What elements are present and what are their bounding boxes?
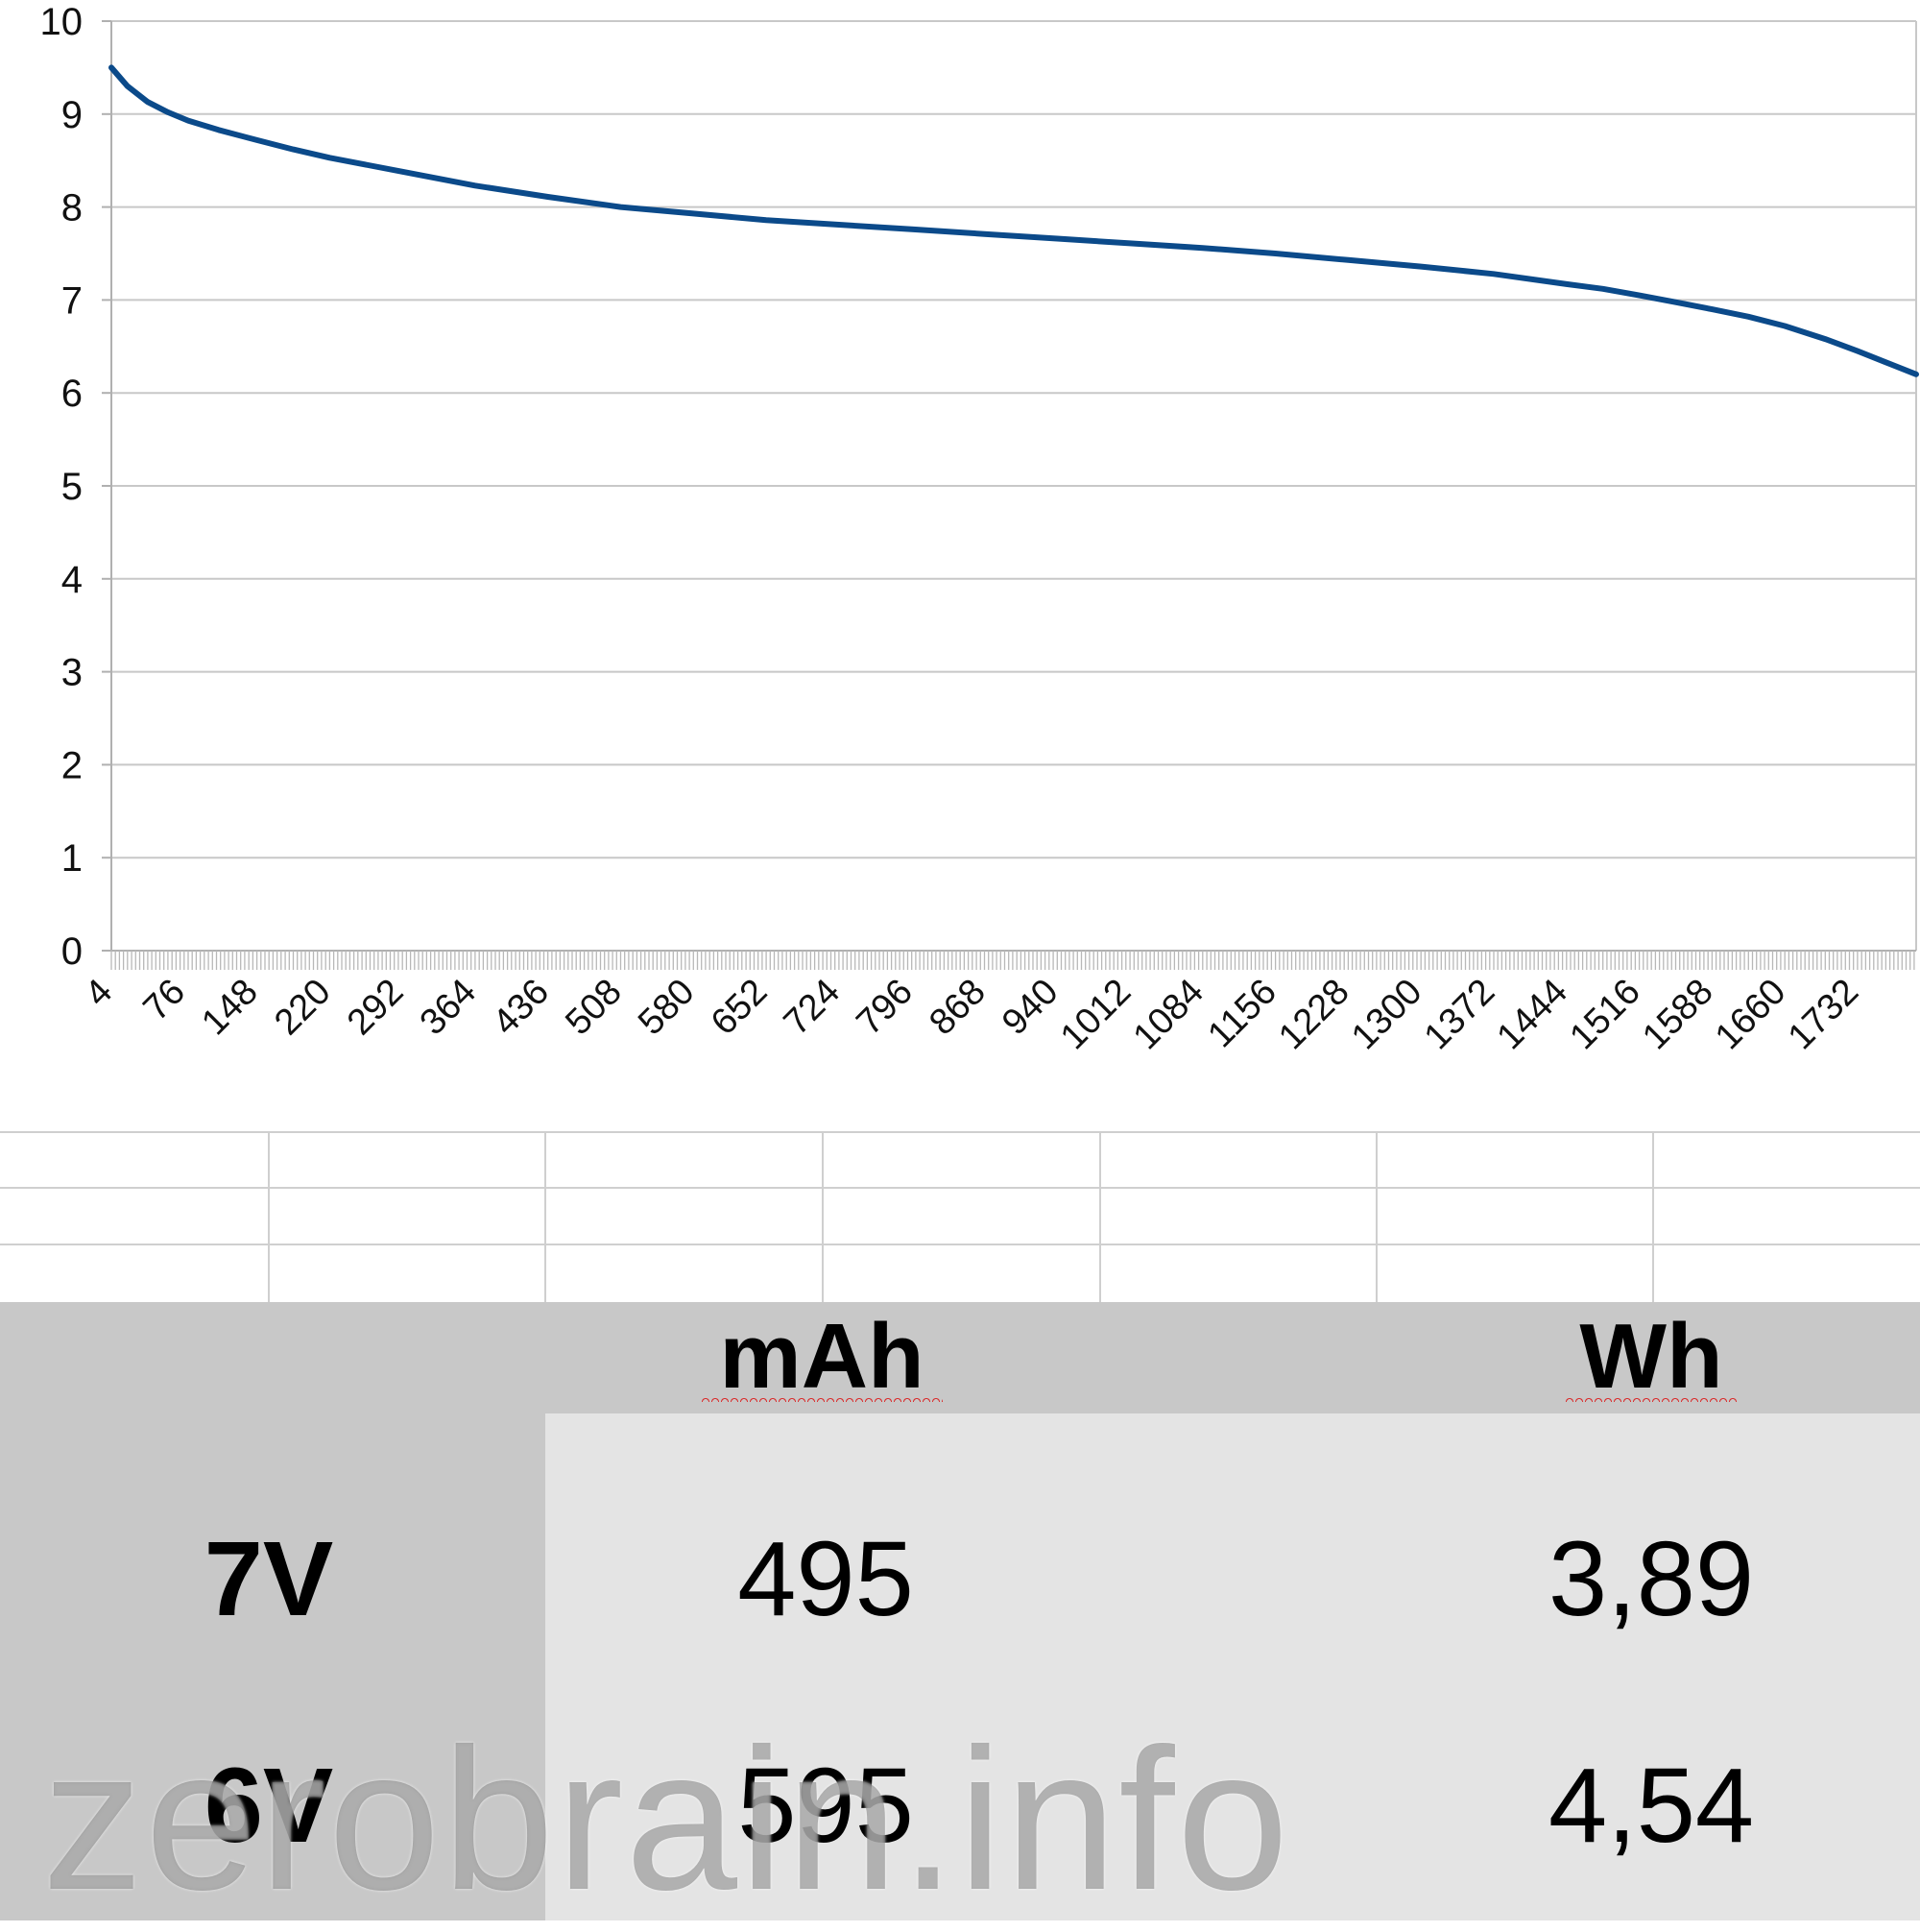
- y-tick-label: 5: [61, 466, 83, 508]
- header-mah-text: mAh: [719, 1305, 924, 1408]
- capacity-summary-table: mAh Wh 7V 495 3,89 6V 595 4,54: [0, 1302, 1920, 1920]
- sheet-row-line: [0, 1244, 1920, 1245]
- y-axis-tick-labels: 0 1 2 3 4 5 6 7 8 9 10: [40, 1, 84, 973]
- y-tick-label: 6: [61, 373, 83, 415]
- sheet-row-line: [0, 1187, 1920, 1189]
- table-label-column: [0, 1413, 545, 1920]
- row-6v-mah[interactable]: 595: [737, 1747, 914, 1865]
- x-tick-label: 76: [135, 972, 193, 1029]
- x-tick-label: 868: [922, 972, 994, 1044]
- y-tick-label: 7: [61, 279, 83, 322]
- sheet-column-line: [1376, 1131, 1378, 1302]
- chart-x-minor-ticks: [102, 20, 1915, 970]
- sheet-column-line: [822, 1131, 824, 1302]
- y-tick-label: 1: [61, 837, 83, 880]
- row-7v-mah[interactable]: 495: [737, 1520, 914, 1638]
- spellcheck-underline: [701, 1394, 943, 1402]
- sheet-column-line: [1652, 1131, 1654, 1302]
- x-tick-label: 1228: [1271, 972, 1356, 1057]
- x-tick-label: 1444: [1490, 972, 1575, 1057]
- spellcheck-underline: [1565, 1394, 1738, 1402]
- sheet-row-line: [0, 1131, 1920, 1133]
- table-value-area: [545, 1413, 1920, 1920]
- sheet-column-line: [544, 1131, 546, 1302]
- chart-series: [108, 64, 1919, 377]
- x-tick-label: 1516: [1562, 972, 1647, 1057]
- x-tick-label: 796: [849, 972, 921, 1044]
- y-tick-label: 8: [61, 187, 83, 229]
- x-axis-tick-labels: 4 76 148 220 292 364 436 508 580 652 724 796 868 9401…: [78, 972, 1867, 1057]
- discharge-chart: 0 1 2 3 4 5 6 7 8 9 10 4 76 148 220 292 364 436 508 580 652…: [40, 1, 1919, 1057]
- row-label-6v[interactable]: 6V: [204, 1747, 334, 1865]
- x-tick-label: 1300: [1344, 972, 1429, 1057]
- y-tick-label: 0: [61, 930, 83, 973]
- x-tick-label: 1732: [1781, 972, 1866, 1057]
- row-6v-wh[interactable]: 4,54: [1548, 1747, 1755, 1865]
- x-minor-ticks: [110, 951, 1915, 970]
- x-tick-label: 1660: [1708, 972, 1793, 1057]
- x-tick-label: 580: [631, 972, 703, 1044]
- header-mah[interactable]: mAh: [701, 1304, 943, 1410]
- x-tick-label: 364: [413, 972, 485, 1044]
- y-tick-label: 4: [61, 559, 83, 601]
- y-tick-label: 3: [61, 652, 83, 694]
- x-tick-label: 1588: [1635, 972, 1720, 1057]
- x-tick-label: 4: [78, 972, 121, 1015]
- x-tick-label: 436: [485, 972, 557, 1044]
- x-tick-label: 1084: [1126, 972, 1212, 1057]
- y-tick-label: 10: [40, 1, 84, 43]
- x-tick-label: 220: [267, 972, 339, 1044]
- x-tick-label: 292: [340, 972, 412, 1044]
- x-tick-label: 148: [194, 972, 266, 1044]
- x-tick-label: 508: [558, 972, 630, 1044]
- x-tick-label: 652: [704, 972, 776, 1044]
- header-wh[interactable]: Wh: [1565, 1304, 1738, 1410]
- header-wh-text: Wh: [1579, 1305, 1723, 1408]
- chart-gridlines: [111, 20, 1917, 951]
- y-tick-label: 2: [61, 744, 83, 786]
- sheet-column-line: [1099, 1131, 1101, 1302]
- row-label-7v[interactable]: 7V: [204, 1520, 334, 1638]
- spreadsheet-gridlines: [0, 1131, 1920, 1302]
- x-tick-label: 1156: [1200, 972, 1284, 1055]
- x-tick-label: 1372: [1417, 972, 1502, 1057]
- x-tick-label: 724: [777, 972, 849, 1044]
- voltage-series-line: [108, 64, 1919, 377]
- watermark: zerobrain.info: [42, 1706, 1291, 1932]
- x-tick-label: 1012: [1053, 972, 1139, 1057]
- y-tick-label: 9: [61, 94, 83, 136]
- row-7v-wh[interactable]: 3,89: [1548, 1520, 1755, 1638]
- sheet-column-line: [268, 1131, 270, 1302]
